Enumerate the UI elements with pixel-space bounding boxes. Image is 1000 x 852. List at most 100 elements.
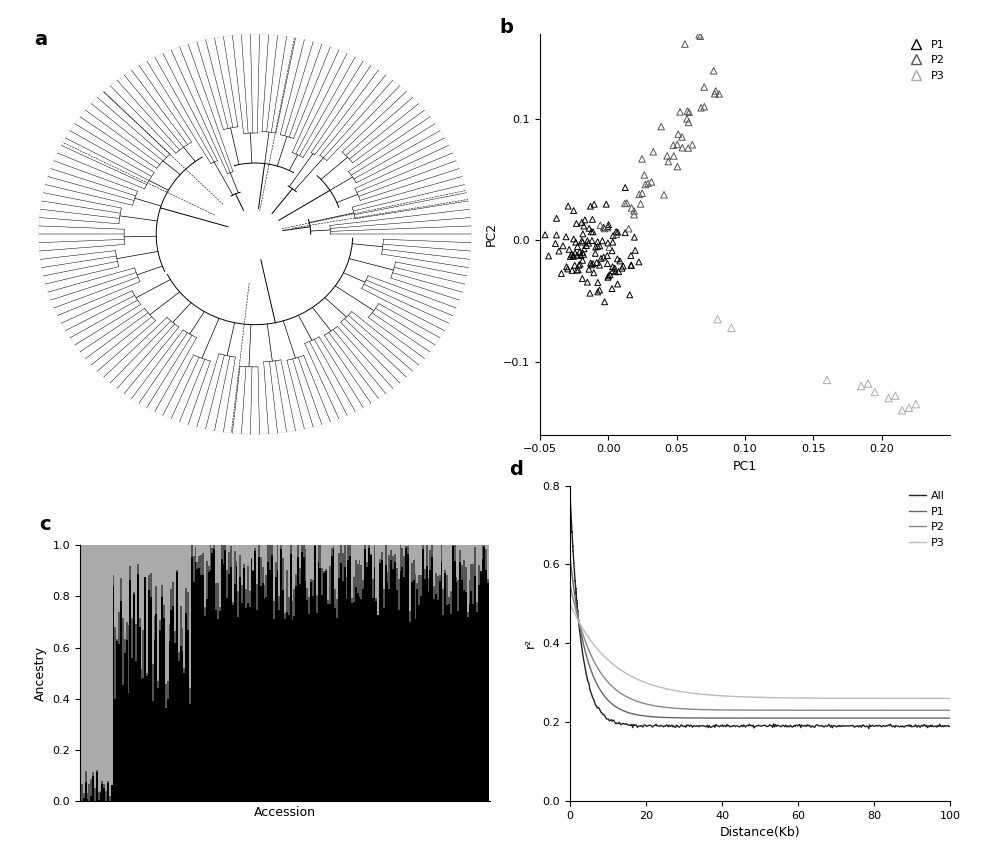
Bar xyxy=(383,589,385,608)
Bar xyxy=(88,545,90,785)
All xyxy=(944,722,956,732)
Bar xyxy=(152,700,154,801)
Bar xyxy=(169,545,170,624)
Bar xyxy=(366,567,368,801)
Bar xyxy=(228,573,230,801)
Bar xyxy=(258,557,260,801)
Point xyxy=(593,251,609,265)
Bar xyxy=(223,545,224,564)
Bar xyxy=(187,592,189,630)
Bar xyxy=(409,622,411,801)
Bar xyxy=(319,545,321,568)
Point xyxy=(688,7,704,20)
Bar xyxy=(107,545,109,781)
Bar xyxy=(265,596,267,801)
Bar xyxy=(155,585,157,613)
P2 xyxy=(730,705,742,715)
Point xyxy=(605,229,621,243)
Bar xyxy=(338,553,340,579)
Bar xyxy=(252,571,254,801)
Bar xyxy=(293,615,295,801)
Bar xyxy=(286,545,288,570)
Bar xyxy=(241,585,243,603)
Bar xyxy=(448,545,450,596)
P1 xyxy=(730,713,742,723)
Bar xyxy=(463,545,465,560)
Point xyxy=(579,234,595,248)
Bar xyxy=(226,545,228,570)
Point xyxy=(645,145,661,158)
Bar xyxy=(79,791,81,801)
Bar xyxy=(183,545,185,669)
Bar xyxy=(396,567,398,590)
Bar xyxy=(347,545,349,560)
Bar xyxy=(226,597,228,801)
Point xyxy=(696,100,712,113)
Bar xyxy=(223,564,224,801)
Bar xyxy=(400,571,401,801)
Point xyxy=(624,201,640,215)
Bar xyxy=(133,545,135,592)
Point xyxy=(575,254,591,268)
Bar xyxy=(103,788,105,801)
Point xyxy=(614,262,630,275)
Point xyxy=(600,221,616,234)
Bar xyxy=(236,566,237,801)
Bar xyxy=(288,597,290,615)
Point xyxy=(582,286,598,300)
Bar xyxy=(336,545,338,599)
Bar xyxy=(239,545,241,556)
Bar xyxy=(306,600,308,801)
Bar xyxy=(459,545,461,550)
Point xyxy=(610,226,626,239)
Point xyxy=(583,256,599,270)
Bar xyxy=(139,545,141,619)
Bar xyxy=(150,597,152,801)
Point xyxy=(574,234,590,248)
All xyxy=(863,723,875,734)
Point xyxy=(679,104,695,118)
Bar xyxy=(293,590,295,615)
Bar xyxy=(429,550,431,570)
Bar xyxy=(469,604,470,801)
Bar xyxy=(124,653,126,801)
Bar xyxy=(79,789,81,791)
Bar xyxy=(394,562,396,801)
Bar xyxy=(441,545,442,562)
Bar xyxy=(232,545,234,602)
Point xyxy=(711,87,727,101)
Point xyxy=(653,120,669,134)
P3 xyxy=(944,694,956,704)
Point xyxy=(696,80,712,94)
Bar xyxy=(446,545,448,575)
Bar xyxy=(122,618,124,686)
Bar xyxy=(485,570,487,801)
Bar xyxy=(236,545,237,561)
Bar xyxy=(90,545,92,779)
Bar xyxy=(390,545,392,550)
Bar xyxy=(374,567,375,801)
Bar xyxy=(260,586,262,801)
Point xyxy=(581,222,597,235)
Bar xyxy=(254,545,256,548)
Point xyxy=(586,266,602,279)
Bar xyxy=(275,545,277,562)
Bar xyxy=(101,545,103,780)
Bar xyxy=(429,545,431,550)
Bar xyxy=(100,545,101,792)
Point xyxy=(548,228,564,242)
X-axis label: PC1: PC1 xyxy=(733,460,757,473)
Text: d: d xyxy=(509,460,523,480)
Bar xyxy=(170,545,172,589)
Bar xyxy=(450,545,452,591)
Bar xyxy=(392,568,394,801)
Bar xyxy=(442,589,444,615)
Bar xyxy=(215,584,217,610)
Bar xyxy=(113,575,114,586)
Bar xyxy=(461,580,463,801)
Bar xyxy=(465,567,467,591)
Bar xyxy=(264,600,265,801)
Bar xyxy=(336,599,338,618)
Bar xyxy=(122,545,124,618)
Bar xyxy=(435,573,437,594)
